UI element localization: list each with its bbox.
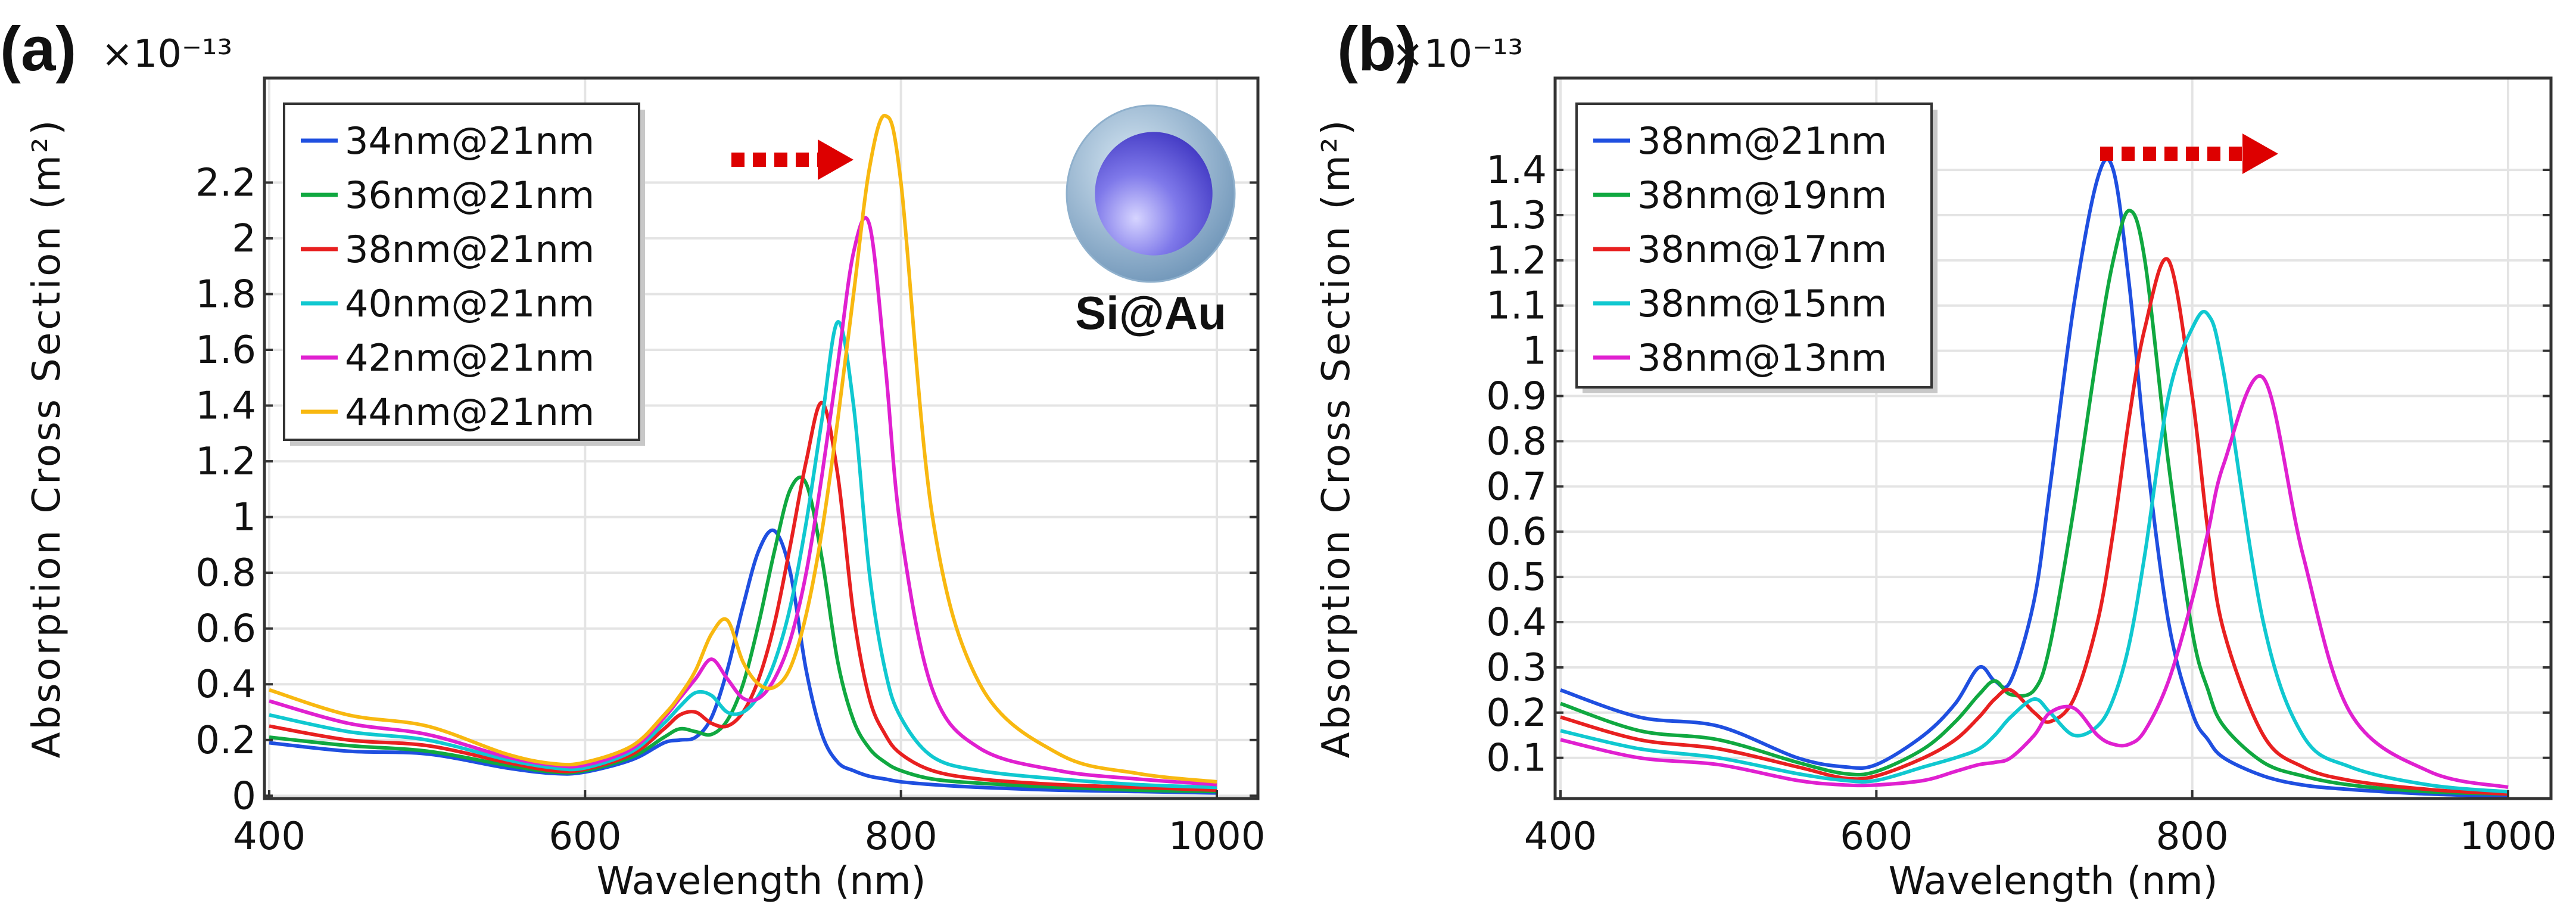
x-tick-label: 400	[1524, 815, 1597, 859]
legend-entry: 38nm@21nm	[1637, 119, 1887, 163]
series-line-38nm@21nm	[1560, 157, 2509, 799]
y-tick-label: 0.1	[1486, 737, 1547, 781]
legend-entry: 38nm@13nm	[1637, 336, 1887, 380]
panel-b: (b) 0.10.20.30.40.50.60.70.80.911.11.21.3…	[1315, 14, 2556, 903]
x-axis-label: Wavelength (nm)	[1889, 859, 2218, 903]
series-line-38nm@17nm	[1560, 257, 2509, 796]
y-tick-label: 0.4	[1486, 601, 1547, 645]
legend-entry: 38nm@19nm	[1637, 173, 1887, 217]
y-tick-label: 0	[232, 774, 256, 818]
x-tick-label: 800	[2156, 815, 2229, 859]
plot-frame	[1553, 76, 2553, 800]
x-tick-label: 600	[1840, 815, 1912, 859]
panel-label: (a)	[0, 14, 76, 84]
legend-entry: 42nm@21nm	[345, 336, 594, 380]
y-tick-label: 1.8	[195, 272, 256, 316]
legend-entry: 44nm@21nm	[345, 390, 594, 434]
y-axis-label: Absorption Cross Section (m²)	[25, 118, 69, 759]
y-tick-label: 0.6	[1486, 510, 1547, 554]
y-tick-label: 1.4	[1486, 148, 1547, 192]
y-multiplier: ×10⁻¹³	[101, 32, 232, 76]
redshift-arrow-head	[818, 139, 854, 180]
y-tick-label: 0.7	[1486, 465, 1547, 509]
redshift-arrow-head	[2242, 133, 2278, 174]
series-line-38nm@15nm	[1560, 310, 2509, 794]
panel-label: (b)	[1337, 14, 1417, 84]
legend-box	[283, 102, 640, 441]
legend: 38nm@21nm 38nm@19nm 38nm@17nm 38nm@15nm 38nm…	[1575, 102, 1938, 393]
y-tick-label: 0.2	[195, 719, 256, 763]
x-tick-label: 800	[865, 815, 937, 859]
si-core	[1095, 132, 1213, 256]
y-tick-label: 1	[232, 496, 256, 540]
y-tick-label: 1.1	[1486, 284, 1547, 328]
y-tick-label: 0.8	[195, 551, 256, 595]
si-au-core-shell-icon	[1066, 104, 1236, 283]
y-tick-label: 1.4	[195, 384, 256, 428]
legend-entry: 38nm@17nm	[1637, 228, 1887, 271]
series-line-38nm@19nm	[1560, 209, 2509, 796]
x-axis-label: Wavelength (nm)	[597, 859, 926, 903]
x-tick-label: 1000	[1169, 815, 1266, 859]
y-tick-label: 1.2	[1486, 239, 1547, 283]
y-multiplier: ×10⁻¹³	[1392, 32, 1523, 76]
series-line-42nm@21nm	[269, 216, 1217, 787]
plot-frame	[263, 76, 1260, 800]
legend-entry: 38nm@21nm	[345, 228, 594, 271]
y-tick-label: 0.9	[1486, 375, 1547, 419]
y-tick-label: 2.2	[195, 161, 256, 205]
y-tick-label: 0.6	[195, 607, 256, 651]
y-tick-label: 0.5	[1486, 555, 1547, 600]
x-tick-label: 1000	[2460, 815, 2557, 859]
y-tick-label: 0.2	[1486, 691, 1547, 735]
x-tick-label: 600	[549, 815, 621, 859]
legend-entry: 34nm@21nm	[345, 119, 594, 163]
panel-a: (a) 0 0.2 0.4 0.6 0.8 1 1.2 1.4 1.6 1.8 2 2.2 400 600 8…	[0, 14, 1265, 903]
y-axis-label: Absorption Cross Section (m²)	[1315, 118, 1359, 759]
y-tick-label: 2	[232, 217, 256, 261]
y-tick-label: 1.2	[195, 440, 256, 484]
y-tick-label: 0.3	[1486, 646, 1547, 690]
legend-entry: 36nm@21nm	[345, 173, 594, 217]
inset-label: Si@Au	[1075, 287, 1226, 339]
y-tick-label: 0.4	[195, 663, 256, 707]
legend-box	[1575, 102, 1933, 389]
series-line-44nm@21nm	[269, 114, 1217, 784]
legend-entry: 40nm@21nm	[345, 282, 594, 325]
legend-entry: 38nm@15nm	[1637, 282, 1887, 325]
y-tick-label: 0.8	[1486, 420, 1547, 464]
legend: 34nm@21nm 36nm@21nm 38nm@21nm 40nm@21nm 42nm…	[283, 102, 645, 446]
x-tick-label: 400	[233, 815, 306, 859]
y-tick-label: 1.6	[195, 328, 256, 372]
y-tick-label: 1.3	[1486, 194, 1547, 238]
series-line-40nm@21nm	[269, 320, 1217, 790]
series-line-38nm@13nm	[1560, 374, 2509, 789]
series-line-38nm@21nm	[269, 400, 1217, 792]
y-tick-label: 1	[1522, 330, 1547, 374]
